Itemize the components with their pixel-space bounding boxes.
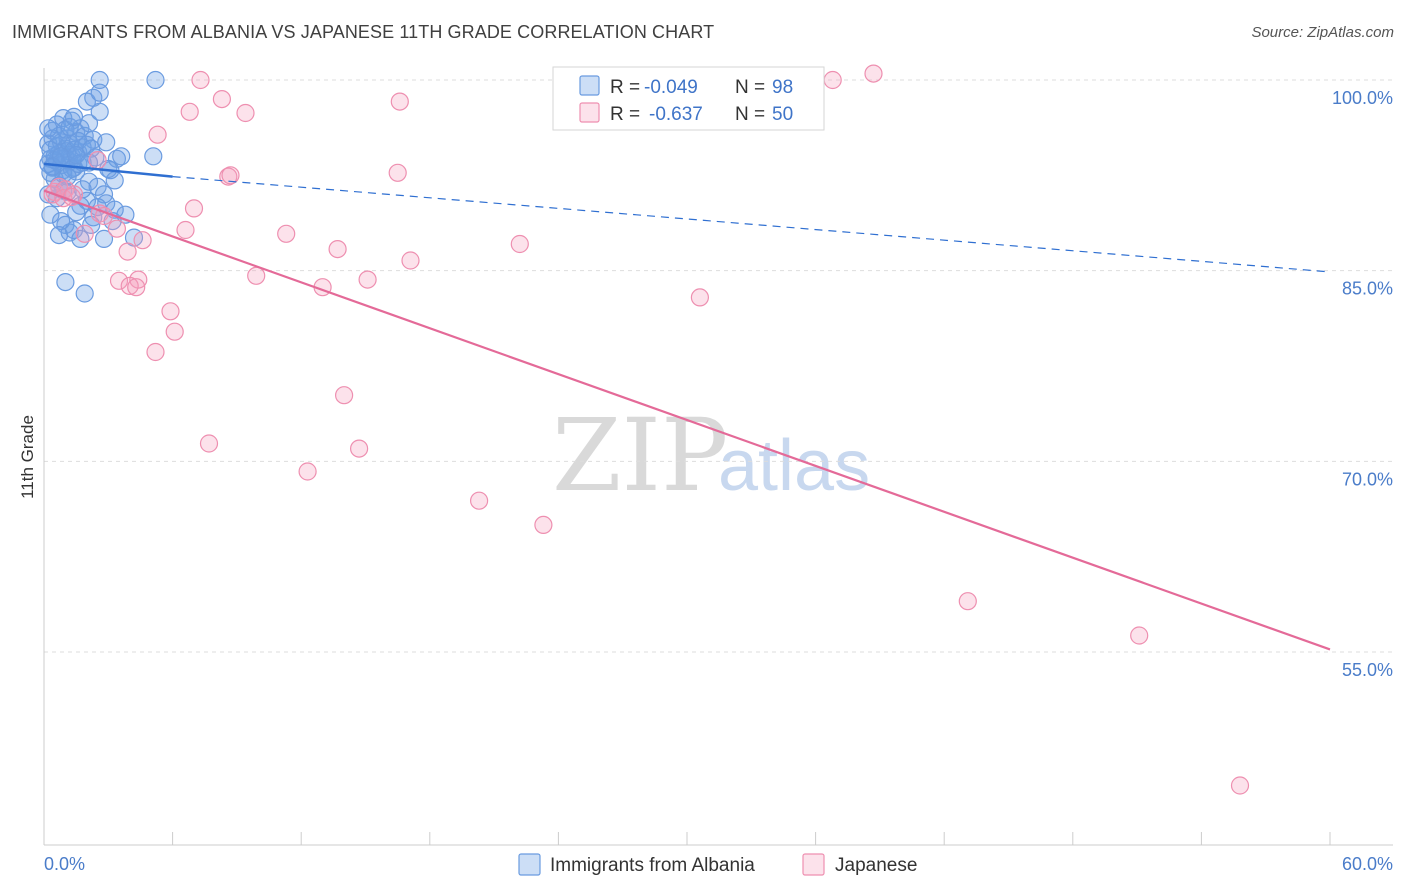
albania-point-91 [112, 147, 131, 166]
albania-point-51 [88, 177, 107, 196]
japanese-point-0 [823, 70, 842, 90]
japanese-point-30 [120, 276, 139, 295]
y-tick-label-100: 100.0% [1332, 88, 1393, 108]
japanese-point-44 [864, 64, 883, 83]
japanese-point-41 [298, 462, 317, 481]
y-tick-label-85: 85.0% [1342, 279, 1393, 299]
japanese-point-6 [148, 125, 167, 144]
japanese-point-35 [161, 302, 180, 321]
japanese-point-28 [109, 271, 129, 290]
japanese-point-37 [146, 342, 165, 362]
japanese-point-18 [388, 163, 407, 182]
bottom-legend-label-japanese: Japanese [835, 855, 917, 876]
japanese-point-31 [127, 278, 146, 297]
x-tick-label-min: 0.0% [44, 854, 85, 874]
y-axis-label: 11th Grade [18, 415, 37, 499]
japanese-point-33 [358, 270, 377, 289]
japanese-point-34 [690, 288, 710, 307]
albania-point-64 [49, 226, 69, 245]
albania-point-48 [97, 133, 116, 152]
legend-swatch-japanese [579, 102, 600, 123]
series-albania-points [39, 70, 165, 303]
japanese-point-40 [350, 439, 369, 458]
chart-title: IMMIGRANTS FROM ALBANIA VS JAPANESE 11TH… [12, 22, 715, 42]
japanese-point-26 [401, 251, 420, 270]
bottom-legend-swatch-albania [518, 853, 541, 876]
x-tick-label-max: 60.0% [1342, 854, 1393, 874]
albania-point-88 [51, 147, 71, 166]
y-tick-label-55: 55.0% [1342, 660, 1393, 680]
legend-n-value-1: 98 [772, 77, 793, 98]
stats-legend: R = -0.049 N = 98 R = -0.637 N = 50 [552, 66, 825, 131]
japanese-point-3 [212, 89, 231, 109]
albania-trend-solid [43, 162, 173, 178]
watermark-zip: ZIP [552, 397, 728, 514]
stats-legend-box [552, 66, 825, 131]
trend-lines [43, 162, 1331, 651]
x-axis-ticks [43, 832, 1331, 845]
japanese-point-5 [236, 103, 255, 123]
japanese-point-22 [133, 231, 152, 250]
albania-point-72 [56, 273, 75, 292]
albania-point-73 [75, 284, 94, 303]
japanese-point-36 [165, 322, 184, 341]
japanese-point-45 [88, 151, 107, 170]
y-tick-label-70: 70.0% [1342, 469, 1393, 489]
japanese-point-21 [277, 224, 296, 243]
albania-point-90 [144, 147, 163, 166]
legend-swatch-albania [579, 75, 600, 96]
japanese-point-43 [534, 515, 553, 535]
japanese-point-48 [958, 592, 977, 611]
japanese-point-1 [191, 70, 210, 90]
japanese-point-27 [247, 266, 266, 285]
japanese-point-50 [1230, 776, 1250, 795]
japanese-point-39 [199, 434, 219, 453]
japanese-point-17 [221, 166, 240, 185]
bottom-legend-label-albania: Immigrants from Albania [550, 855, 755, 876]
japanese-point-24 [328, 240, 347, 259]
source-label: Source: ZipAtlas.com [1251, 24, 1394, 41]
japanese-point-42 [470, 491, 489, 510]
japanese-point-38 [335, 386, 354, 405]
japanese-trend [43, 189, 1331, 651]
japanese-point-4 [180, 102, 199, 121]
legend-r-value-2: -0.637 [649, 104, 703, 125]
bottom-legend-swatch-japanese [802, 853, 825, 876]
japanese-point-47 [75, 224, 94, 243]
albania-point-43 [90, 83, 109, 102]
albania-point-70 [94, 229, 114, 248]
japanese-point-49 [1130, 626, 1149, 645]
watermark-atlas: atlas [718, 426, 870, 506]
albania-point-44 [90, 70, 109, 90]
albania-point-86 [39, 119, 58, 138]
albania-point-63 [51, 212, 71, 231]
japanese-point-19 [184, 199, 204, 218]
legend-r-label-2: R = [610, 104, 640, 125]
legend-n-value-2: 50 [772, 104, 793, 125]
albania-point-83 [60, 117, 79, 137]
albania-point-50 [79, 172, 99, 191]
albania-point-84 [64, 107, 84, 127]
albania-point-42 [90, 102, 109, 121]
japanese-point-23 [510, 234, 529, 254]
albania-trend-dashed [172, 176, 1331, 273]
series-legend: Immigrants from Albania Japanese [518, 853, 917, 876]
albania-point-65 [41, 205, 60, 224]
japanese-point-25 [118, 242, 137, 261]
legend-n-label-1: N = [735, 77, 765, 98]
gridlines [44, 79, 1393, 653]
legend-r-value-1: -0.049 [644, 77, 698, 98]
albania-point-45 [146, 70, 165, 90]
japanese-point-15 [107, 219, 127, 238]
legend-n-label-2: N = [735, 104, 765, 125]
japanese-point-2 [390, 92, 409, 111]
legend-r-label-1: R = [610, 77, 640, 98]
japanese-point-20 [176, 220, 195, 240]
y-tick-labels: 100.0% 85.0% 70.0% 55.0% [1332, 88, 1393, 680]
